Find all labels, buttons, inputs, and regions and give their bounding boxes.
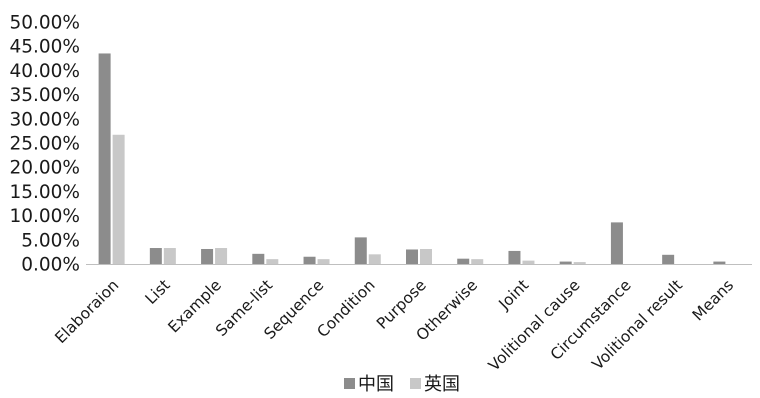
y-tick-label: 0.00%	[21, 255, 80, 276]
bar-uk	[368, 254, 381, 264]
bar-uk	[522, 260, 535, 264]
y-tick-label: 45.00%	[9, 37, 80, 58]
y-tick-label: 50.00%	[9, 13, 80, 34]
bar-china	[610, 222, 623, 264]
x-category-label: Elaboraion	[51, 276, 122, 347]
x-category-label: Joint	[495, 276, 533, 314]
y-tick-label: 20.00%	[9, 158, 80, 179]
legend-label-china: 中国	[358, 374, 394, 395]
x-axis-categories: Elaboraion ListExampleSame-listSequenceCo…	[51, 276, 737, 375]
bar-china	[508, 250, 521, 264]
y-tick-label: 40.00%	[9, 61, 80, 82]
bar-uk	[471, 259, 484, 264]
y-tick-label: 25.00%	[9, 134, 80, 155]
legend-swatch-china	[344, 378, 355, 389]
bar-uk	[420, 248, 432, 264]
bar-china	[559, 261, 572, 264]
y-tick-label: 15.00%	[9, 182, 80, 203]
bar-china	[354, 237, 367, 264]
bar-china	[201, 248, 214, 264]
bar-china	[98, 53, 111, 265]
bar-china	[662, 254, 675, 264]
bar-china	[457, 258, 470, 264]
bar-uk	[215, 248, 228, 264]
legend: 中国 英国	[344, 374, 460, 395]
bar-china	[713, 261, 726, 264]
x-category-label: List	[142, 276, 174, 308]
bar-china	[303, 256, 316, 264]
bar-uk	[112, 134, 125, 264]
x-category-label: Volitional result	[589, 276, 686, 373]
x-category-label: Means	[689, 276, 737, 324]
y-axis-ticks: 0.00% 5.00% 10.00% 15.00% 20.00% 25.00% 30.00%…	[9, 13, 80, 276]
bar-china	[252, 253, 265, 264]
y-tick-label: 30.00%	[9, 109, 80, 130]
bar-china	[149, 248, 162, 264]
bar-uk	[163, 248, 176, 264]
y-tick-label: 5.00%	[21, 230, 80, 251]
y-tick-label: 10.00%	[9, 206, 80, 227]
bar-uk	[266, 259, 279, 264]
bar-china	[406, 249, 418, 264]
y-tick-label: 35.00%	[9, 85, 80, 106]
x-category-label: Volitional cause	[485, 276, 584, 375]
legend-swatch-uk	[410, 378, 421, 389]
bar-uk	[573, 262, 586, 264]
bars-group	[98, 53, 726, 265]
bar-uk	[317, 259, 330, 264]
legend-label-uk: 英国	[424, 374, 460, 395]
